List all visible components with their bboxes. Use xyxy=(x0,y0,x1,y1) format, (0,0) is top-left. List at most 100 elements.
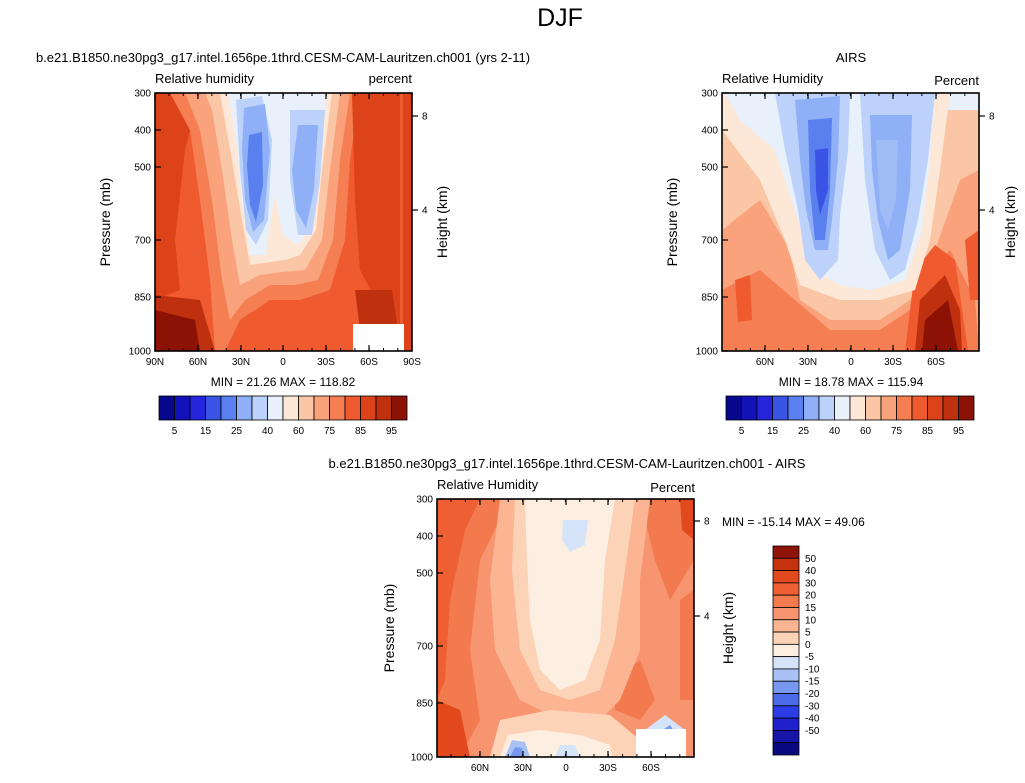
y2tick-label: 8 xyxy=(704,517,710,528)
colorbar-label: 60 xyxy=(860,426,872,437)
panel-model-ylabel: Pressure (mb) xyxy=(97,178,113,267)
colorbar-label: 95 xyxy=(386,426,398,437)
colorbar-box xyxy=(787,395,804,421)
panel-diff-right-label: Percent xyxy=(650,480,695,495)
colorbar-box xyxy=(756,395,773,421)
colorbar-label: 60 xyxy=(293,426,305,437)
panel-airs-ylabel: Pressure (mb) xyxy=(664,178,680,267)
contour-band xyxy=(510,747,524,757)
panel-model-left-label: Relative humidity xyxy=(155,71,254,86)
colorbar-label: 5 xyxy=(172,426,178,437)
panel-airs-stats: MIN = 18.78 MAX = 115.94 xyxy=(779,375,924,389)
colorbar-label: 25 xyxy=(231,426,243,437)
contour-band xyxy=(437,499,480,700)
xtick-label: 60S xyxy=(360,357,378,368)
ytick-label: 700 xyxy=(134,236,151,247)
panel-diff-left-label: Relative Humidity xyxy=(437,477,539,492)
ytick-label: 300 xyxy=(134,89,151,100)
panel-model-title: b.e21.B1850.ne30pg3_g17.intel.1656pe.1th… xyxy=(36,50,530,65)
colorbar-label: 5 xyxy=(739,426,745,437)
contour-band xyxy=(876,140,898,230)
colorbar-box xyxy=(865,395,882,421)
colorbar-label: 75 xyxy=(324,426,336,437)
panel-diff-axes: 300 400 500 700 850 1000 8 4 60N 30N 0 30S 60S xyxy=(411,495,710,775)
colorbar-box xyxy=(329,395,346,421)
missing-data xyxy=(353,324,404,351)
xtick-label: 30N xyxy=(514,763,532,774)
panel-diff: b.e21.B1850.ne30pg3_g17.intel.1656pe.1th… xyxy=(329,456,866,774)
y2tick-label: 4 xyxy=(704,612,710,623)
colorbar-label: -40 xyxy=(805,714,820,725)
xtick-label: 30N xyxy=(799,357,817,368)
colorbar-box xyxy=(896,395,913,421)
contour-band xyxy=(735,275,752,322)
colorbar-box xyxy=(772,693,800,707)
colorbar-label: -50 xyxy=(805,726,820,737)
panel-model-right-label: percent xyxy=(369,71,413,86)
colorbar-label: 0 xyxy=(805,640,811,651)
colorbar-box xyxy=(267,395,284,421)
colorbar-box xyxy=(189,395,206,421)
ytick-label: 400 xyxy=(134,126,151,137)
colorbar-box xyxy=(236,395,253,421)
colorbar-label: 40 xyxy=(262,426,274,437)
panel-airs-title: AIRS xyxy=(836,50,867,65)
ytick-label: 850 xyxy=(134,293,151,304)
colorbar-box xyxy=(772,607,800,621)
panel-model-colorbar: 5 15 25 40 60 75 85 95 xyxy=(158,395,408,437)
ytick-label: 400 xyxy=(701,126,718,137)
colorbar-box xyxy=(391,395,408,421)
colorbar-box xyxy=(772,545,800,559)
colorbar-label: -5 xyxy=(805,652,814,663)
contour-band xyxy=(680,590,694,700)
contour-band xyxy=(640,499,694,600)
panel-model: b.e21.B1850.ne30pg3_g17.intel.1656pe.1th… xyxy=(36,50,530,437)
colorbar-label: 95 xyxy=(953,426,965,437)
colorbar-box xyxy=(772,582,800,596)
panel-diff-y2label: Height (km) xyxy=(720,592,736,664)
ytick-label: 500 xyxy=(134,163,151,174)
colorbar-label: 15 xyxy=(767,426,779,437)
missing-data xyxy=(636,729,686,757)
colorbar-box xyxy=(958,395,975,421)
contour-band xyxy=(965,230,979,300)
contour-band xyxy=(680,499,694,540)
colorbar-box xyxy=(174,395,191,421)
colorbar-label: 40 xyxy=(805,566,817,577)
panel-diff-title: b.e21.B1850.ne30pg3_g17.intel.1656pe.1th… xyxy=(329,456,806,471)
colorbar-box xyxy=(772,668,800,682)
ytick-label: 850 xyxy=(416,699,433,710)
colorbar-box xyxy=(298,395,315,421)
colorbar-box xyxy=(772,594,800,608)
panel-diff-ylabel: Pressure (mb) xyxy=(381,584,397,673)
colorbar-box xyxy=(741,395,758,421)
colorbar-box xyxy=(880,395,897,421)
colorbar-label: 25 xyxy=(798,426,810,437)
colorbar-box xyxy=(772,570,800,584)
xtick-label: 90S xyxy=(403,357,421,368)
contour-band xyxy=(155,310,200,351)
colorbar-label: 85 xyxy=(355,426,367,437)
contour-band xyxy=(292,125,318,228)
colorbar-label: 50 xyxy=(805,554,817,565)
xtick-label: 0 xyxy=(848,357,854,368)
ytick-label: 400 xyxy=(416,532,433,543)
colorbar-box xyxy=(205,395,222,421)
y2tick-label: 8 xyxy=(422,112,428,123)
contour-band xyxy=(355,290,398,330)
panel-diff-stats: MIN = -15.14 MAX = 49.06 xyxy=(722,515,865,529)
figure-title: DJF xyxy=(537,4,583,32)
colorbar-box xyxy=(158,395,175,421)
colorbar-box xyxy=(282,395,299,421)
ytick-label: 1000 xyxy=(129,347,152,358)
colorbar-label: 30 xyxy=(805,578,817,589)
ytick-label: 300 xyxy=(701,89,718,100)
colorbar-box xyxy=(772,730,800,744)
colorbar-box xyxy=(772,742,800,756)
ytick-label: 1000 xyxy=(411,753,434,764)
contour-band xyxy=(500,730,612,757)
panel-airs-axes: 300 400 500 700 850 1000 8 4 60N 30N 0 30S 60S xyxy=(696,89,995,369)
colorbar-label: 75 xyxy=(891,426,903,437)
xtick-label: 60N xyxy=(471,763,489,774)
